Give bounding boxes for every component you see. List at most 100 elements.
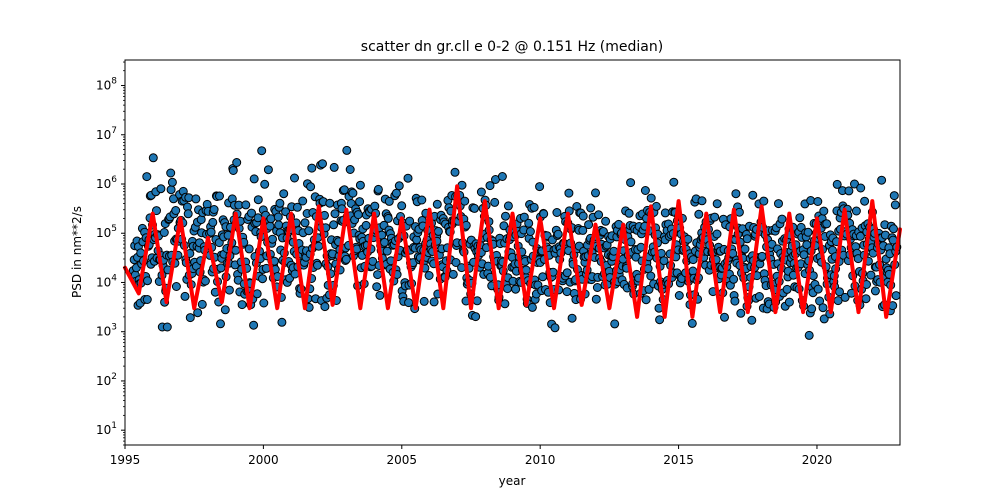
scatter-point: [877, 175, 887, 185]
scatter-point: [375, 290, 385, 300]
scatter-point: [403, 173, 413, 183]
scatter-point: [345, 165, 355, 174]
scatter-point: [348, 188, 358, 198]
scatter-point: [249, 174, 259, 184]
scatter-point: [748, 190, 758, 200]
scatter-point: [224, 285, 234, 295]
scatter-point: [253, 195, 263, 205]
scatter-point: [813, 197, 823, 206]
scatter-point: [258, 274, 267, 284]
x-tick-label: 2015: [663, 453, 694, 467]
scatter-point: [383, 213, 393, 223]
scatter-point: [651, 201, 661, 211]
scatter-point: [784, 297, 794, 307]
scatter-point: [424, 271, 434, 280]
scatter-point: [870, 286, 880, 296]
scatter-point: [216, 319, 225, 329]
scatter-point: [353, 210, 363, 220]
scatter-point: [268, 234, 277, 244]
scatter-point: [330, 209, 340, 219]
x-tick-label: 2005: [387, 453, 418, 467]
scatter-point: [860, 196, 870, 206]
scatter-point: [412, 235, 422, 245]
scatter-point: [450, 167, 460, 177]
scatter-point: [460, 196, 470, 206]
scatter-point: [215, 191, 224, 201]
scatter-point: [429, 297, 439, 307]
scatter-point: [641, 295, 651, 305]
scatter-point: [180, 291, 190, 301]
scatter-point: [249, 320, 259, 330]
scatter-point: [594, 210, 604, 220]
y-tick-label: 108: [96, 77, 117, 93]
scatter-point: [562, 268, 572, 278]
scatter-point: [552, 208, 562, 217]
scatter-point: [448, 269, 458, 279]
scatter-point: [529, 202, 539, 212]
scatter-point: [342, 145, 352, 155]
scatter-point: [244, 244, 254, 254]
scatter-point: [275, 198, 285, 208]
y-tick-label: 103: [96, 323, 117, 339]
scatter-point: [889, 191, 899, 201]
y-axis-label: PSD in nm**2/s: [70, 206, 84, 298]
scatter-point: [688, 255, 698, 265]
scatter-point: [391, 188, 401, 198]
scatter-point: [216, 263, 226, 273]
scatter-point: [669, 177, 679, 187]
scatter-point: [417, 195, 427, 205]
scatter-point: [861, 294, 871, 304]
scatter-point: [259, 298, 269, 308]
scatter-point: [373, 184, 383, 194]
scatter-point: [191, 194, 201, 204]
scatter-point: [185, 313, 195, 323]
scatter-point: [890, 200, 900, 210]
scatter-point: [731, 189, 741, 199]
scatter-point: [646, 193, 656, 203]
scatter-point: [314, 241, 324, 251]
scatter-point: [601, 216, 611, 226]
y-tick-label: 102: [96, 372, 117, 388]
scatter-point: [471, 312, 481, 322]
y-tick-label: 104: [96, 273, 117, 289]
x-tick-label: 2010: [525, 453, 556, 467]
scatter-point: [231, 245, 241, 255]
scatter-point: [247, 208, 256, 218]
scatter-point: [274, 220, 284, 230]
scatter-point: [372, 282, 382, 292]
scatter-point: [757, 251, 767, 261]
scatter-point: [891, 291, 901, 301]
scatter-point: [320, 302, 330, 312]
median-line-layer: [123, 184, 902, 319]
y-tick-label: 101: [96, 421, 117, 437]
y-tick-label: 105: [96, 224, 117, 240]
scatter-point: [795, 213, 805, 223]
scatter-point: [712, 199, 722, 209]
x-axis: 1995 2000 2005 2010 2015 2020: [110, 445, 832, 467]
scatter-point: [355, 197, 365, 207]
scatter-point: [220, 305, 230, 315]
scatter-point: [193, 308, 203, 318]
scatter-point: [156, 184, 166, 194]
scatter-point: [490, 197, 500, 207]
scatter-point: [747, 315, 757, 325]
scatter-point: [799, 250, 809, 260]
chart-title: scatter dn gr.cll e 0-2 @ 0.151 Hz (medi…: [361, 39, 663, 55]
scatter-point: [712, 229, 722, 239]
scatter-point: [591, 188, 600, 198]
scatter-point: [382, 246, 392, 256]
scatter-point: [329, 220, 339, 230]
scatter-point: [500, 299, 510, 309]
scatter-point: [497, 172, 507, 181]
scatter-point: [397, 201, 407, 211]
scatter-point: [266, 214, 276, 224]
scatter-point: [802, 240, 812, 250]
scatter-point: [782, 284, 792, 294]
median-line: [123, 184, 902, 319]
scatter-point: [592, 283, 602, 292]
scatter-point: [304, 226, 314, 236]
y-tick-label: 107: [96, 126, 117, 142]
scatter-point: [742, 234, 752, 244]
scatter-point: [208, 217, 218, 227]
